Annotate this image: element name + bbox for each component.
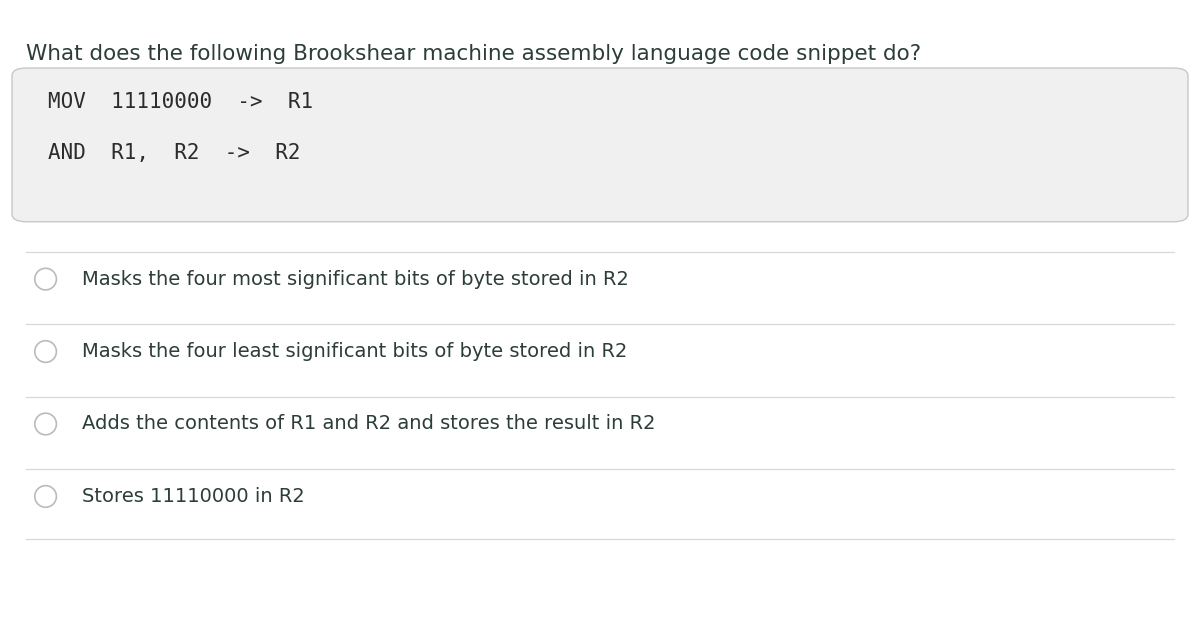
Text: What does the following Brookshear machine assembly language code snippet do?: What does the following Brookshear machi…	[26, 44, 922, 64]
FancyBboxPatch shape	[12, 68, 1188, 222]
Text: Masks the four least significant bits of byte stored in R2: Masks the four least significant bits of…	[82, 342, 626, 361]
Text: AND  R1,  R2  ->  R2: AND R1, R2 -> R2	[48, 143, 300, 163]
Text: Stores 11110000 in R2: Stores 11110000 in R2	[82, 487, 305, 506]
Text: Adds the contents of R1 and R2 and stores the result in R2: Adds the contents of R1 and R2 and store…	[82, 415, 655, 433]
Text: MOV  11110000  ->  R1: MOV 11110000 -> R1	[48, 92, 313, 112]
Text: Masks the four most significant bits of byte stored in R2: Masks the four most significant bits of …	[82, 270, 629, 289]
